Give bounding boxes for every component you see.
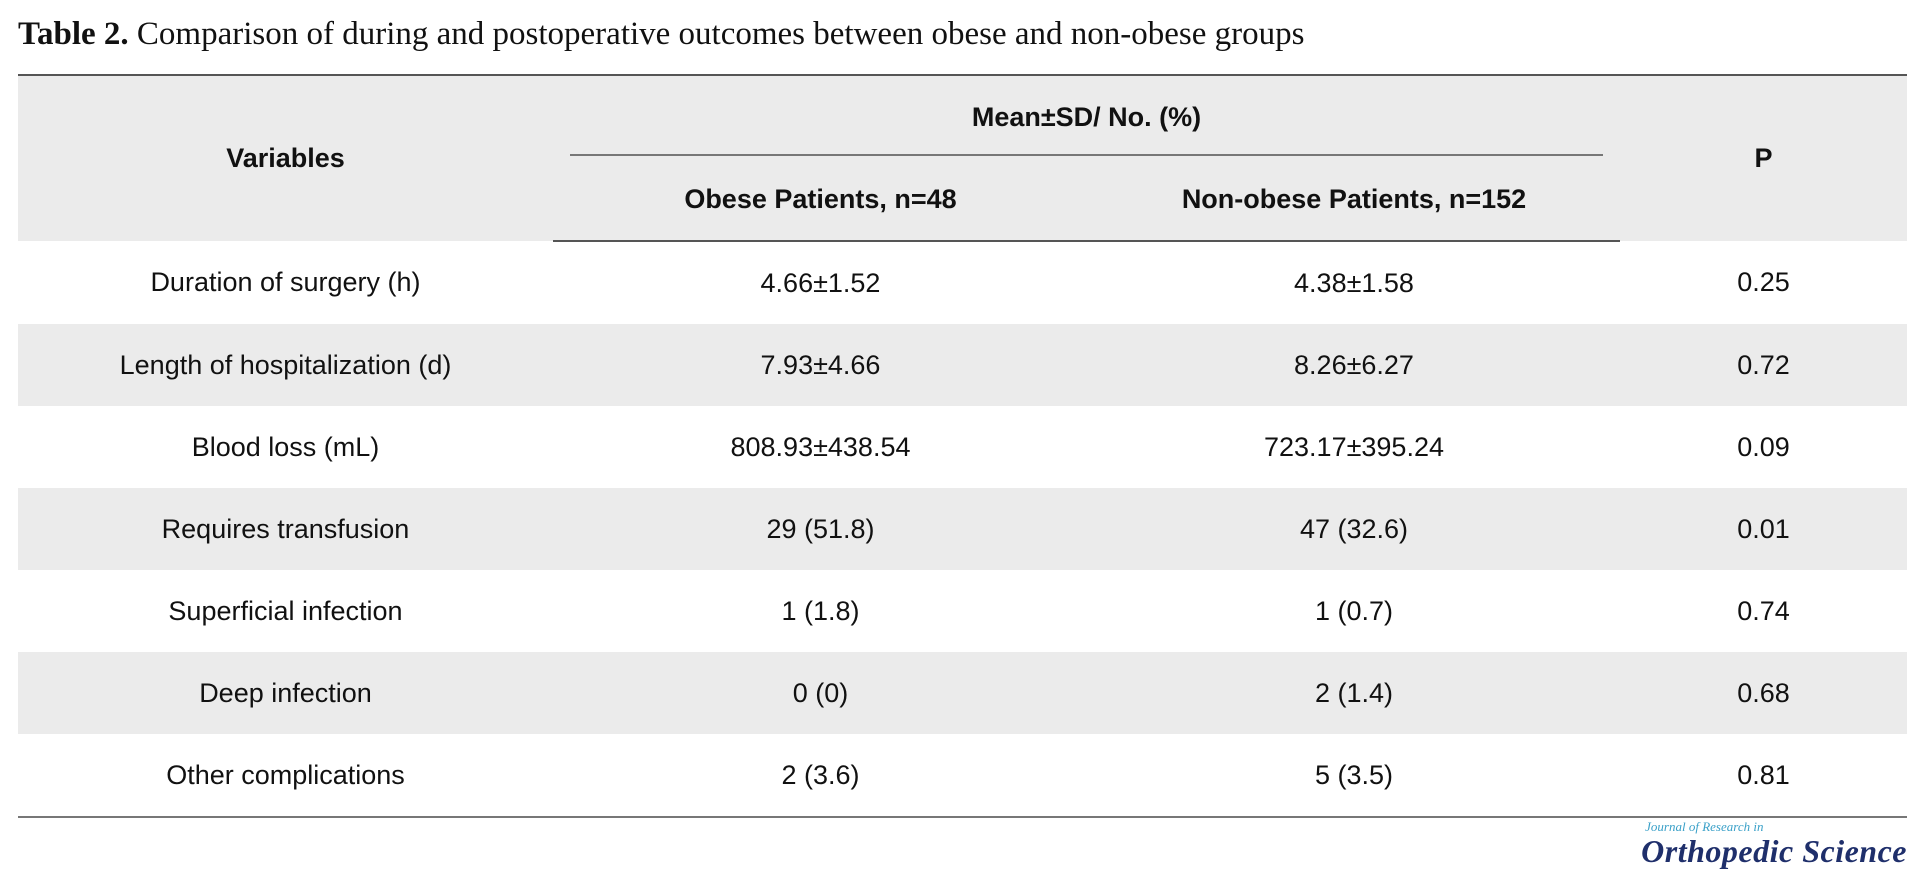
cell-non-obese: 47 (32.6) [1088, 488, 1620, 570]
cell-p: 0.72 [1620, 324, 1907, 406]
table-row: Other complications 2 (3.6) 5 (3.5) 0.81 [18, 734, 1907, 818]
table-row: Superficial infection 1 (1.8) 1 (0.7) 0.… [18, 570, 1907, 652]
table-row: Deep infection 0 (0) 2 (1.4) 0.68 [18, 652, 1907, 734]
cell-p: 0.01 [1620, 488, 1907, 570]
outcomes-table: Variables Mean±SD/ No. (%) P Obese Patie… [18, 74, 1907, 818]
cell-obese: 1 (1.8) [781, 595, 860, 626]
table-row: Requires transfusion 29 (51.8) 47 (32.6)… [18, 488, 1907, 570]
cell-obese: 29 (51.8) [553, 488, 1088, 570]
cell-p: 0.25 [1737, 267, 1790, 297]
cell-non-obese: 723.17±395.24 [1264, 431, 1444, 462]
journal-logo: Journal of Research in Orthopedic Scienc… [1641, 819, 1907, 869]
table-caption-text: Comparison of during and postoperative o… [136, 16, 1305, 52]
cell-obese: 2 (3.6) [553, 734, 1088, 818]
table-header: Variables Mean±SD/ No. (%) P Obese Patie… [18, 74, 1907, 242]
table-caption: Table 2. Comparison of during and postop… [18, 10, 1304, 58]
header-obese: Obese Patients, n=48 [553, 158, 1088, 242]
cell-variable: Length of hospitalization (d) [18, 324, 553, 406]
cell-variable: Duration of surgery (h) [150, 267, 421, 297]
header-p: P [1620, 74, 1907, 241]
table-row: Length of hospitalization (d) 7.93±4.66 … [18, 324, 1907, 406]
cell-obese: 4.66±1.52 [760, 267, 881, 298]
table-row: Duration of surgery (h) 4.66±1.52 4.38±1… [18, 241, 1907, 324]
cell-variable: Superficial infection [168, 595, 403, 626]
cell-obese: 7.93±4.66 [553, 324, 1088, 406]
cell-non-obese: 8.26±6.27 [1088, 324, 1620, 406]
cell-variable: Deep infection [18, 652, 553, 734]
cell-obese: 808.93±438.54 [730, 431, 911, 462]
cell-variable: Other complications [18, 734, 553, 818]
header-group-rule [570, 154, 1603, 156]
cell-non-obese: 4.38±1.58 [1294, 267, 1414, 298]
journal-logo-line1: Journal of Research in [1645, 819, 1764, 834]
cell-p: 0.74 [1737, 595, 1790, 626]
header-group: Mean±SD/ No. (%) [553, 74, 1620, 158]
cell-non-obese: 5 (3.5) [1088, 734, 1620, 818]
cell-variable: Blood loss (mL) [191, 431, 380, 462]
cell-obese: 0 (0) [553, 652, 1088, 734]
cell-non-obese: 1 (0.7) [1314, 595, 1394, 626]
cell-p: 0.81 [1620, 734, 1907, 818]
cell-p: 0.68 [1620, 652, 1907, 734]
table-caption-label: Table 2. [18, 16, 129, 52]
header-variables: Variables [18, 74, 553, 241]
table-row: Blood loss (mL) 808.93±438.54 723.17±395… [18, 406, 1907, 488]
header-group-label: Mean±SD/ No. (%) [971, 102, 1202, 132]
journal-logo-line2: Orthopedic Science [1641, 833, 1907, 869]
cell-non-obese: 2 (1.4) [1088, 652, 1620, 734]
cell-variable: Requires transfusion [18, 488, 553, 570]
outcomes-table-wrapper: Variables Mean±SD/ No. (%) P Obese Patie… [18, 74, 1907, 818]
header-non-obese: Non-obese Patients, n=152 [1088, 158, 1620, 242]
cell-p: 0.09 [1737, 431, 1790, 462]
table-body: Duration of surgery (h) 4.66±1.52 4.38±1… [18, 241, 1907, 818]
